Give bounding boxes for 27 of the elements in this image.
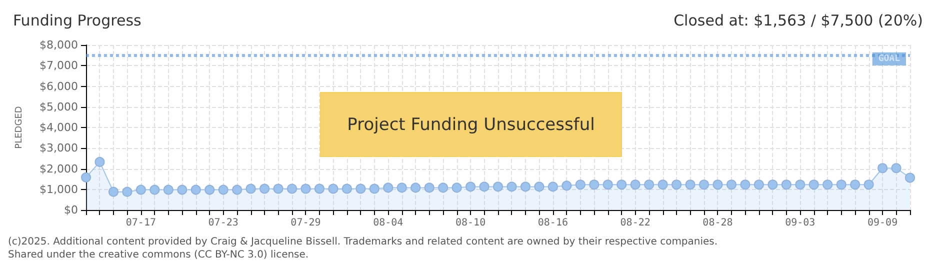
text: Shared under the creative commons (CC BY-NC 3.0) license. (8, 250, 309, 260)
y-tick-label: $7,000 (40, 59, 78, 72)
x-tick-label: 08-28 (702, 218, 733, 228)
y-tick-label: $6,000 (40, 80, 78, 93)
x-tick-label: 08-04 (373, 218, 404, 228)
text: (c)2025. Additional content provided by Craig & Jacqueline Bissell. Trademarks and related content are owned by their respective companies. (8, 236, 718, 248)
x-tick-label: 07-17 (126, 218, 156, 228)
y-axis-title: PLEDGED (14, 106, 24, 149)
x-tick-label: 07-23 (208, 218, 238, 228)
y-tick-label: $2,000 (40, 162, 78, 176)
x-tick-label: 09-09 (867, 218, 898, 228)
x-tick-label: 07-29 (290, 218, 321, 228)
y-tick-label: $3,000 (40, 142, 78, 155)
y-tick-label: $8,000 (40, 38, 78, 52)
x-tick-label: 08-16 (538, 218, 568, 228)
x-tick-label: 09-03 (785, 218, 816, 228)
x-tick-label: 08-10 (455, 218, 486, 228)
ref-line-label: GOAL (878, 54, 901, 64)
y-tick-label: $1,000 (40, 182, 78, 196)
x-tick-label: 08-22 (620, 218, 650, 228)
y-tick-label: $0 (64, 204, 78, 216)
y-tick-label: $4,000 (40, 121, 78, 134)
annotation: Project Funding Unsuccessful (347, 114, 595, 134)
notice-box: Project Funding Unsuccessful (320, 92, 622, 157)
y-tick-label: $5,000 (40, 100, 78, 114)
chart-subtitle: Closed at: $1,563 / $7,500 (20%) (674, 12, 924, 30)
chart-title: Funding Progress (13, 12, 142, 30)
